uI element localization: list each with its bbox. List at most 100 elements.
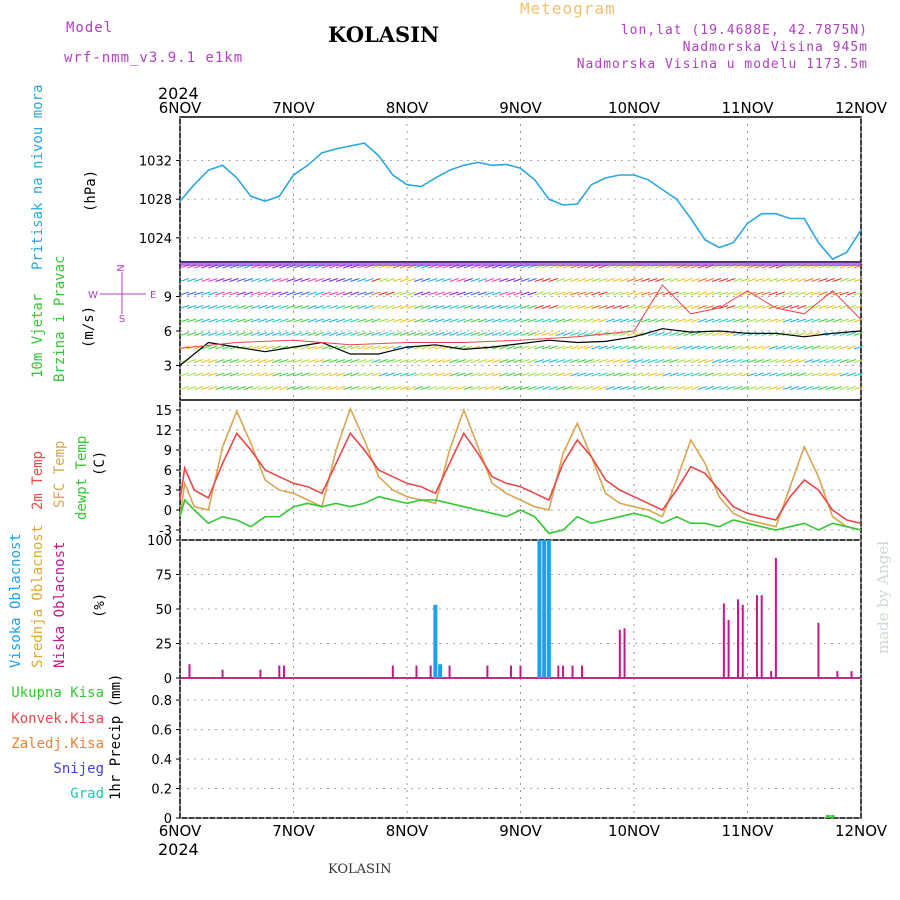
wind-barb	[789, 278, 800, 282]
wind-barb	[243, 305, 254, 309]
x-tick-bottom: 9NOV	[499, 822, 542, 840]
wind-barb	[811, 345, 821, 350]
cloud-tick-label: 25	[155, 638, 172, 653]
wind-barb	[491, 305, 502, 309]
wind-barb	[562, 305, 573, 309]
wind-barb	[484, 305, 495, 309]
wind-barb	[761, 372, 771, 377]
wind-barb	[782, 291, 793, 296]
wind-barb	[718, 278, 729, 282]
wind-barb	[499, 372, 509, 377]
wind-barb	[428, 332, 438, 336]
station-title: KOLASIN	[328, 22, 440, 47]
wind-barb	[201, 386, 211, 390]
wind-barb	[321, 359, 332, 363]
x-tick-bottom: 6NOV	[159, 822, 202, 840]
wind-barb	[491, 359, 502, 363]
wind-barb	[463, 305, 473, 309]
wind-barb	[194, 278, 204, 282]
wind-barb	[648, 332, 658, 336]
cloud-tick-label: 75	[155, 569, 172, 584]
wind-barb	[250, 291, 261, 296]
wind-barb	[279, 359, 289, 363]
wind-barb	[697, 372, 708, 377]
wind-barb	[279, 345, 289, 350]
wind-barb	[527, 359, 537, 363]
x-tick-top: 12NOV	[835, 99, 888, 117]
wind-barb	[186, 372, 197, 377]
wind-barb	[378, 359, 388, 363]
wind-barb	[222, 278, 232, 282]
wind-barb	[215, 372, 225, 377]
wind-barb	[300, 291, 310, 296]
wind-barb	[357, 318, 367, 323]
wind-tick-label: 3	[164, 360, 172, 375]
wind-barb	[392, 278, 402, 282]
pressure-tick-label: 1032	[139, 155, 172, 170]
wind-barb	[605, 372, 615, 377]
wind-barb	[626, 359, 637, 363]
wind-barb	[300, 372, 310, 377]
low-cloud-bar	[817, 622, 820, 678]
low-cloud-bar	[737, 599, 740, 678]
wind-barb	[662, 318, 672, 323]
wind-barb	[541, 345, 551, 350]
wind-barb	[364, 345, 374, 350]
wind-barb	[598, 359, 608, 363]
wind-barb	[449, 278, 459, 282]
wind-barb	[428, 345, 438, 350]
compass-n: N	[116, 264, 127, 271]
low-cloud-bar	[448, 665, 451, 678]
wind-barb	[499, 345, 509, 350]
wind-barb	[243, 372, 254, 377]
wind-barb	[208, 305, 218, 309]
wind-barb	[350, 386, 360, 390]
wind-barb	[215, 291, 225, 296]
wind-barb	[818, 345, 828, 350]
wind-compass: N W E S	[88, 264, 156, 325]
wind-barb	[257, 291, 268, 296]
wind-barb	[676, 345, 686, 350]
wind-barb	[782, 359, 793, 363]
wind-barb	[300, 345, 310, 350]
high-cloud-bar	[542, 540, 547, 678]
wind-barb	[279, 318, 289, 323]
wind-barb	[669, 386, 679, 390]
model-name: wrf-nmm_v3.9.1 e1km	[64, 50, 244, 66]
wind-barb	[562, 345, 573, 350]
wind-barb	[740, 386, 750, 390]
wind-barb	[669, 318, 679, 323]
wind-barb	[782, 278, 793, 282]
low-cloud-bar	[557, 665, 560, 678]
wind-barb	[364, 359, 374, 363]
wind-barb	[718, 332, 729, 336]
wind-barb	[229, 345, 239, 350]
wind-barb	[619, 305, 629, 309]
wind-barb	[768, 386, 778, 390]
wind-barb	[619, 291, 629, 296]
wind-barb	[186, 332, 197, 336]
wind-barb	[215, 305, 225, 309]
wind-barb	[413, 318, 424, 323]
wind-barb	[811, 305, 821, 309]
cloud-tick-label: 0	[164, 672, 172, 687]
wind-barb	[782, 345, 793, 350]
low-cloud-bar	[741, 604, 744, 678]
pressure-tick-label: 1028	[139, 193, 172, 208]
wind-barb	[194, 305, 204, 309]
wind-barb	[350, 359, 360, 363]
wind-barb	[307, 386, 317, 390]
wind-barb	[747, 372, 757, 377]
wind-barb	[640, 318, 651, 323]
wind-barb	[619, 359, 629, 363]
wind-barb	[300, 278, 310, 282]
wind-barb	[250, 318, 261, 323]
precip-tick-label: 0.2	[151, 783, 172, 798]
wind-barb	[662, 278, 672, 282]
wind-barb	[655, 386, 665, 390]
wind-barb	[399, 305, 410, 309]
wind-barb	[179, 332, 190, 336]
wind-barb	[619, 386, 629, 390]
wind-barb	[683, 318, 693, 323]
wind-barb	[718, 291, 729, 296]
